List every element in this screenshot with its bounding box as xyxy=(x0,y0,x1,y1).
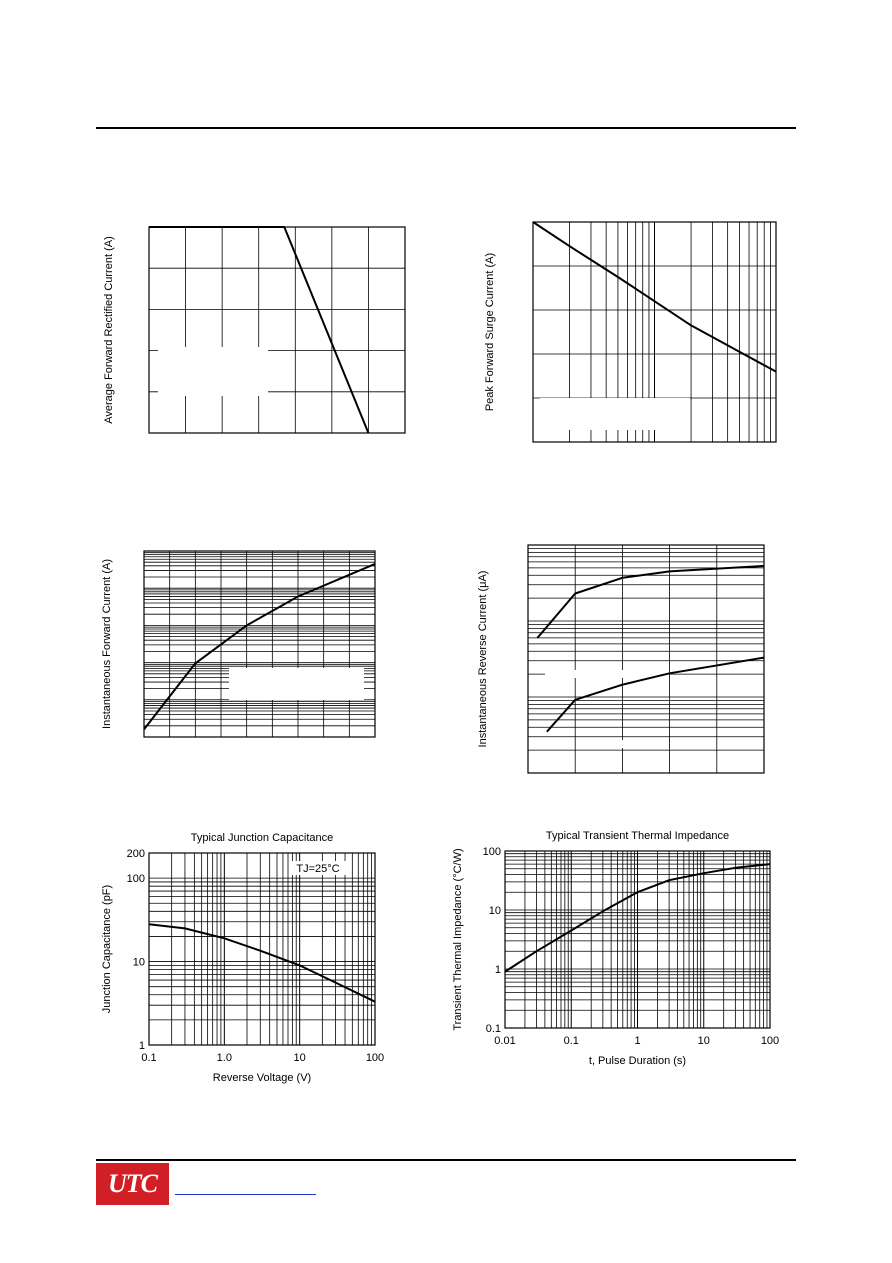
chart-5-series-1-line xyxy=(148,923,376,1003)
chart-2-frame xyxy=(532,221,777,443)
chart-4-frame xyxy=(527,544,765,774)
chart-5-x-tick-label: 10 xyxy=(294,1052,306,1064)
chart-5-x-tick-label: 1.0 xyxy=(217,1052,232,1064)
chart-1-blank-label-area xyxy=(158,347,268,396)
chart-2-blank-label-area xyxy=(540,398,690,430)
chart-4-blank-label-area xyxy=(545,670,668,678)
chart-5-x-tick-label: 100 xyxy=(366,1052,384,1064)
chart-6-x-tick-label: 100 xyxy=(761,1035,779,1047)
utc-logo: UTC xyxy=(96,1163,169,1205)
chart-5-y-tick-label: 100 xyxy=(127,873,145,885)
chart-3-series-1-line xyxy=(143,562,376,731)
chart-6-title: Typical Transient Thermal Impedance xyxy=(546,830,729,842)
chart-3-y-axis-label: Instantaneous Forward Current (A) xyxy=(101,559,113,729)
chart-5-title: Typical Junction Capacitance xyxy=(191,832,333,844)
chart-6-x-axis-label: t, Pulse Duration (s) xyxy=(589,1055,686,1067)
chart-6-frame xyxy=(504,850,771,1029)
logo-text: UTC xyxy=(108,1169,158,1198)
chart-5-y-tick-label: 10 xyxy=(133,957,145,969)
footer-rule xyxy=(96,1159,796,1161)
chart-2-series-1-line xyxy=(532,221,777,373)
chart-5-x-tick-label: 0.1 xyxy=(141,1052,156,1064)
chart-6-y-tick-label: 0.1 xyxy=(486,1023,501,1035)
chart-5-y-tick-label: 200 xyxy=(127,848,145,860)
chart-6-x-tick-label: 10 xyxy=(698,1035,710,1047)
chart-4-y-axis-label: Instantaneous Reverse Current (μA) xyxy=(477,571,489,748)
chart-6-y-tick-label: 1 xyxy=(495,964,501,976)
chart-5-y-axis-label: Junction Capacitance (pF) xyxy=(101,885,113,1013)
chart-4-blank-label-area xyxy=(605,740,668,748)
header-rule xyxy=(96,127,796,129)
chart-5-annotation: TJ=25°C xyxy=(296,863,339,875)
chart-6-series-1-line xyxy=(504,863,771,973)
chart-3-blank-label-area xyxy=(229,668,364,700)
chart-2-y-axis-label: Peak Forward Surge Current (A) xyxy=(484,253,496,411)
chart-6-y-tick-label: 100 xyxy=(483,846,501,858)
website-link-underline[interactable] xyxy=(175,1194,316,1195)
chart-5-x-axis-label: Reverse Voltage (V) xyxy=(213,1072,311,1084)
chart-5-y-tick-label: 1 xyxy=(139,1040,145,1052)
chart-6-x-tick-label: 0.1 xyxy=(564,1035,579,1047)
chart-1-series-1-line xyxy=(149,226,370,434)
chart-4-series-2-line xyxy=(546,656,765,733)
chart-6-y-tick-label: 10 xyxy=(489,905,501,917)
chart-1-frame xyxy=(148,226,406,434)
chart-3-frame xyxy=(143,550,376,738)
chart-1-y-axis-label: Average Forward Rectified Current (A) xyxy=(103,236,115,423)
chart-4-series-1-line xyxy=(536,565,765,639)
chart-5-frame xyxy=(148,852,376,1046)
chart-6-y-axis-label: Transient Thermal Impedance (°C/W) xyxy=(452,848,464,1030)
chart-6-x-tick-label: 0.01 xyxy=(494,1035,515,1047)
chart-6-x-tick-label: 1 xyxy=(634,1035,640,1047)
chart-5-annotation-bg xyxy=(290,861,346,875)
